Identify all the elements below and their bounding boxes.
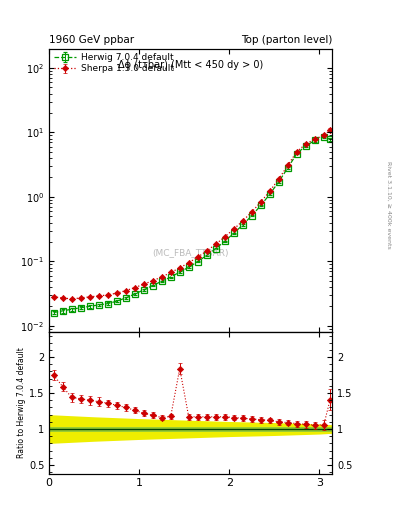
Text: Rivet 3.1.10, ≥ 400k events: Rivet 3.1.10, ≥ 400k events xyxy=(386,161,391,249)
Text: Δϕ (tτbar) (Mtt < 450 dy > 0): Δϕ (tτbar) (Mtt < 450 dy > 0) xyxy=(118,60,263,70)
Text: (MC_FBA_TTBAR): (MC_FBA_TTBAR) xyxy=(152,248,229,257)
Text: Top (parton level): Top (parton level) xyxy=(241,34,332,45)
Y-axis label: Ratio to Herwig 7.0.4 default: Ratio to Herwig 7.0.4 default xyxy=(17,347,26,458)
Text: 1960 GeV ppbar: 1960 GeV ppbar xyxy=(49,34,134,45)
Legend: Herwig 7.0.4 default, Sherpa 1.3.0 default: Herwig 7.0.4 default, Sherpa 1.3.0 defau… xyxy=(52,51,176,75)
